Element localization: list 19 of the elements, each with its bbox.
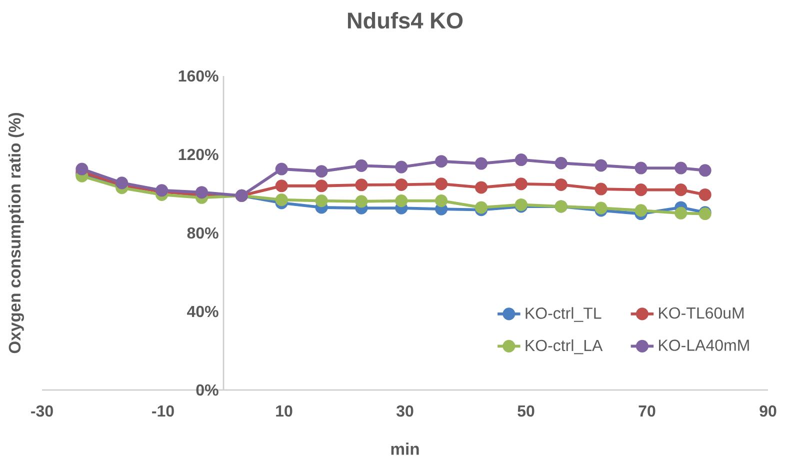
legend-label: KO-ctrl_TL — [526, 307, 602, 322]
y-tick-label: 0% — [196, 384, 218, 396]
x-tick-label: -10 — [152, 405, 174, 417]
x-tick-label: 90 — [760, 405, 776, 417]
legend-label: KO-TL60uM — [659, 307, 744, 319]
x-tick-label: -30 — [31, 405, 53, 417]
legend-label: KO-LA40mM — [659, 340, 749, 351]
y-axis-title: Oxygen consumption ratio (%) — [8, 112, 24, 354]
legend-label: KO-ctrl_LA — [526, 339, 603, 354]
x-axis-title: min — [391, 442, 419, 455]
x-tick-label: 10 — [276, 405, 292, 417]
y-tick-label: 160% — [178, 70, 218, 82]
x-tick-label: 70 — [638, 405, 656, 417]
x-tick-label: 50 — [518, 405, 534, 417]
chart-title: Ndufs4 KO — [348, 12, 463, 29]
y-tick-label: 120% — [178, 148, 218, 160]
y-tick-label: 80% — [187, 227, 218, 239]
y-tick-label: 40% — [187, 306, 218, 318]
x-tick-label: 30 — [396, 405, 414, 417]
